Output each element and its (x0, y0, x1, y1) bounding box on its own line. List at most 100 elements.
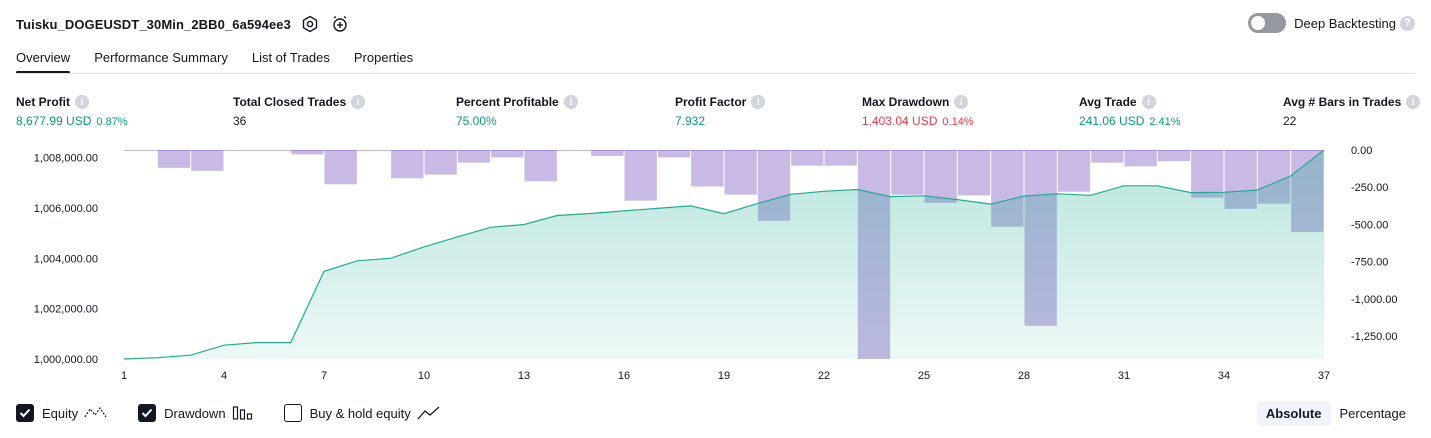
metric-avg-trade: Avg Trade i 241.06 USD 2.41% (1079, 94, 1181, 128)
legend-label: Equity (42, 405, 79, 421)
drawdown-bar (457, 150, 491, 163)
drawdown-bar (791, 150, 824, 166)
drawdown-bar (691, 150, 724, 187)
x-axis-tick-label: 13 (518, 370, 530, 382)
strategy-name: Tuisku_DOGEUSDT_30Min_2BB0_6a594ee3 (16, 16, 291, 32)
scale-toggle: Absolute Percentage (1256, 401, 1415, 426)
drawdown-bar (1091, 150, 1124, 163)
absolute-button[interactable]: Absolute (1256, 401, 1331, 426)
x-axis-tick-label: 4 (221, 370, 227, 382)
buy-hold-line-icon (417, 405, 441, 421)
info-icon[interactable]: i (75, 95, 89, 109)
drawdown-bar (1191, 150, 1224, 198)
help-icon[interactable]: ? (1400, 15, 1415, 31)
drawdown-bar (624, 150, 657, 201)
info-icon[interactable]: i (751, 95, 766, 109)
info-icon[interactable]: i (1406, 95, 1421, 109)
drawdown-bar (891, 150, 924, 195)
x-axis-tick-label: 28 (1018, 370, 1030, 382)
right-axis-tick-label: -1,250.00 (1351, 331, 1397, 343)
metric-value: 1,403.04 USD (862, 114, 938, 128)
info-icon[interactable]: i (351, 95, 366, 109)
tab-list-of-trades[interactable]: List of Trades (251, 50, 330, 65)
metric-value: 36 (233, 114, 247, 128)
legend-buy-hold-equity[interactable]: Buy & hold equity (283, 404, 441, 422)
x-axis-tick-label: 34 (1218, 370, 1230, 382)
metric-value: 22 (1283, 114, 1297, 128)
report-tabs: Overview Performance Summary List of Tra… (16, 48, 437, 74)
chart-legend: Equity Drawdown Buy & hold equity (16, 404, 471, 422)
metric-profit-factor: Profit Factor i 7.932 (675, 94, 766, 128)
x-axis-tick-label: 31 (1118, 370, 1130, 382)
x-axis-tick-label: 16 (618, 370, 630, 382)
drawdown-bar (324, 150, 357, 185)
drawdown-bars-icon (232, 405, 254, 421)
drawdown-bar (824, 150, 857, 166)
drawdown-bar (1124, 150, 1157, 167)
x-axis-tick-label: 22 (818, 370, 830, 382)
drawdown-bar (524, 150, 557, 182)
metric-label: Profit Factor (675, 95, 747, 109)
drawdown-bar (1057, 150, 1091, 192)
drawdown-checkbox[interactable] (138, 404, 157, 422)
metric-value: 8,677.99 USD (16, 114, 92, 128)
equity-line (123, 149, 1325, 360)
info-icon[interactable]: i (1141, 95, 1156, 109)
x-axis-tick-label: 1 (121, 370, 127, 382)
tab-divider (16, 73, 1415, 74)
metric-label: Avg Trade (1079, 95, 1137, 109)
settings-icon[interactable] (299, 13, 321, 35)
deep-backtesting: Deep Backtesting ? (1248, 13, 1415, 33)
info-icon[interactable]: i (954, 95, 969, 109)
left-axis-tick-label: 1,000,000.00 (34, 354, 98, 366)
tab-performance-summary[interactable]: Performance Summary (94, 50, 228, 65)
tab-overview[interactable]: Overview (16, 48, 71, 74)
tab-properties[interactable]: Properties (353, 50, 414, 65)
x-axis-tick-label: 7 (321, 370, 327, 382)
drawdown-bar (291, 150, 324, 155)
metric-percent: 2.41% (1149, 116, 1181, 128)
left-axis-tick-label: 1,006,000.00 (34, 203, 98, 215)
left-axis-tick-label: 1,004,000.00 (34, 253, 98, 265)
legend-drawdown[interactable]: Drawdown (138, 404, 253, 422)
drawdown-bar (657, 150, 691, 158)
drawdown-bar (391, 150, 424, 179)
drawdown-bar (1157, 150, 1191, 162)
right-axis-tick-label: -250.00 (1351, 182, 1388, 194)
legend-label: Drawdown (164, 405, 226, 421)
metric-label: Net Profit (16, 95, 70, 109)
metric-label: Avg # Bars in Trades (1283, 95, 1402, 109)
equity-drawdown-chart[interactable]: 1,000,000.00 1,002,000.00 1,004,000.00 1,00… (0, 140, 1431, 395)
drawdown-bar (191, 150, 224, 171)
equity-line-icon (84, 405, 108, 421)
metric-label: Total Closed Trades (233, 95, 347, 109)
deep-backtesting-label: Deep Backtesting (1294, 15, 1396, 31)
metric-max-drawdown: Max Drawdown i 1,403.04 USD 0.14% (862, 94, 974, 128)
left-axis-tick-label: 1,008,000.00 (34, 153, 98, 165)
percentage-button[interactable]: Percentage (1339, 406, 1407, 421)
legend-label: Buy & hold equity (309, 405, 411, 421)
info-icon[interactable]: i (563, 95, 578, 109)
metric-value: 75.00% (456, 114, 497, 128)
metric-value: 241.06 USD (1079, 114, 1145, 128)
metric-label: Max Drawdown (862, 95, 950, 109)
right-axis-tick-label: -500.00 (1351, 219, 1388, 231)
equity-checkbox[interactable] (16, 404, 34, 422)
left-axis-tick-label: 1,002,000.00 (34, 304, 98, 316)
drawdown-bar (724, 150, 757, 195)
equity-area (124, 150, 1324, 359)
drawdown-bar (957, 150, 991, 196)
metric-percent-profitable: Percent Profitable i 75.00% (456, 94, 578, 128)
strategy-header: Tuisku_DOGEUSDT_30Min_2BB0_6a594ee3 (16, 12, 351, 36)
buy-hold-checkbox[interactable] (283, 404, 302, 422)
right-axis-tick-label: 0.00 (1351, 145, 1372, 157)
add-alert-icon[interactable] (329, 13, 351, 35)
deep-backtesting-toggle[interactable] (1248, 13, 1287, 33)
metric-net-profit: Net Profit i 8,677.99 USD 0.87% (16, 94, 128, 128)
metric-percent: 0.87% (96, 116, 128, 128)
x-axis-tick-label: 25 (918, 370, 930, 382)
right-axis-tick-label: -750.00 (1351, 257, 1388, 269)
drawdown-bar (591, 150, 624, 156)
metric-value: 7.932 (675, 114, 706, 128)
legend-equity[interactable]: Equity (16, 404, 108, 422)
